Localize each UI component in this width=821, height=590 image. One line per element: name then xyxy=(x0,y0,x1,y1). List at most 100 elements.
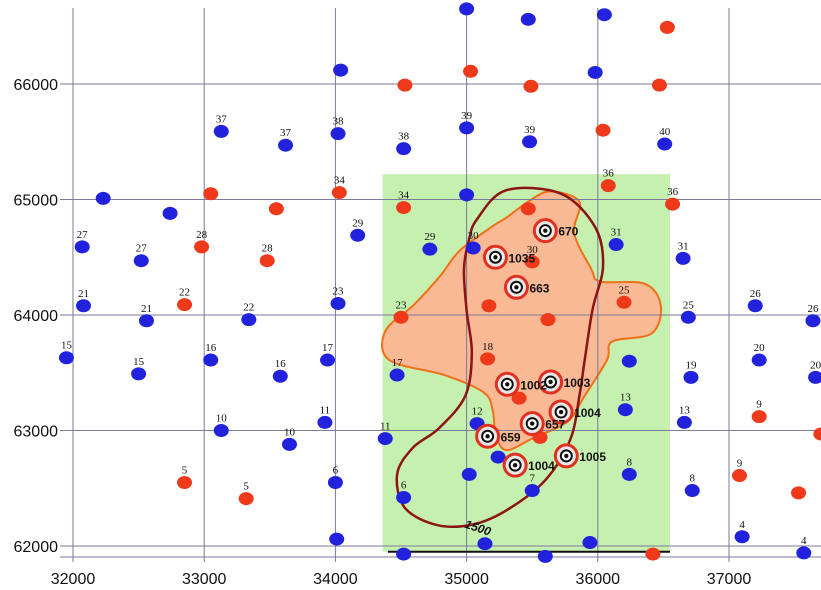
blue-well xyxy=(278,138,294,152)
blue-well-label: 16 xyxy=(205,342,217,354)
red-well xyxy=(520,202,536,216)
blue-well xyxy=(459,188,475,202)
blue-well xyxy=(320,353,336,367)
blue-well xyxy=(587,65,603,79)
blue-well-label: 39 xyxy=(461,110,473,122)
red-well xyxy=(259,254,275,268)
blue-well-label: 27 xyxy=(136,243,148,255)
blue-well xyxy=(459,121,475,135)
red-well-label: 25 xyxy=(619,284,631,296)
red-well-label: 28 xyxy=(262,243,274,255)
blue-well xyxy=(808,370,821,384)
red-well xyxy=(791,486,807,500)
red-well xyxy=(651,78,667,92)
target-well-label: 1004 xyxy=(574,406,601,420)
blue-well xyxy=(131,367,147,381)
blue-well-label: 26 xyxy=(750,288,762,300)
target-well-center xyxy=(558,409,564,415)
red-well xyxy=(645,547,661,561)
blue-well xyxy=(734,530,750,544)
red-well-label: 23 xyxy=(396,299,408,311)
y-tick-label: 62000 xyxy=(14,539,59,556)
blue-well-label: 6 xyxy=(333,464,339,476)
red-well xyxy=(595,123,611,137)
blue-well-label: 21 xyxy=(78,288,89,300)
target-well-label: 1035 xyxy=(508,251,535,265)
blue-well xyxy=(133,254,149,268)
blue-well-label: 37 xyxy=(216,113,228,125)
blue-well xyxy=(465,241,481,255)
x-tick-label: 34000 xyxy=(313,571,358,588)
blue-well-label: 13 xyxy=(679,404,691,416)
target-well-label: 659 xyxy=(501,430,521,444)
red-well xyxy=(268,202,284,216)
well-labels-layer: 27 21 15 27 21 15 16 10 37 22 16 37 10 11 17 23 38 6 29 11 1… xyxy=(61,110,821,547)
blue-well xyxy=(796,546,812,560)
blue-well-label: 8 xyxy=(690,473,696,485)
red-well-label: 30 xyxy=(527,244,539,256)
blue-well-label: 10 xyxy=(216,413,228,425)
blue-well xyxy=(680,310,696,324)
blue-well xyxy=(213,424,229,437)
target-well-center xyxy=(543,228,548,233)
blue-well-label: 37 xyxy=(280,127,292,139)
target-well-center xyxy=(548,379,553,385)
blue-well xyxy=(524,484,540,498)
x-tick-label: 35000 xyxy=(444,571,489,588)
blue-well-label: 26 xyxy=(807,303,819,315)
red-well xyxy=(393,310,409,324)
contour-1500 xyxy=(395,186,605,529)
red-well-label: 34 xyxy=(334,175,346,187)
blue-well xyxy=(461,467,477,481)
target-well-center xyxy=(514,285,519,290)
blue-well-label: 10 xyxy=(284,426,296,438)
blue-well-label: 13 xyxy=(620,392,632,404)
red-well xyxy=(194,240,210,254)
blue-well xyxy=(281,437,297,451)
blue-well xyxy=(389,368,405,382)
blue-well xyxy=(537,549,553,563)
blue-well xyxy=(396,547,412,561)
blue-well-label: 31 xyxy=(611,227,622,239)
blue-well xyxy=(396,490,412,504)
red-well xyxy=(511,391,527,405)
blue-well xyxy=(520,12,536,26)
blue-well-label: 38 xyxy=(398,131,410,143)
blue-well xyxy=(333,63,349,77)
blue-well xyxy=(75,299,91,313)
red-well xyxy=(480,352,496,366)
target-well-label: 1002 xyxy=(520,378,547,392)
blue-well xyxy=(203,353,219,367)
red-well xyxy=(616,295,632,309)
blue-well-label: 19 xyxy=(685,359,697,371)
blue-well xyxy=(396,142,412,156)
blue-well-label: 20 xyxy=(810,359,821,371)
blue-well-label: 27 xyxy=(77,229,89,241)
blue-well xyxy=(241,313,257,327)
blue-well xyxy=(522,135,538,149)
blue-well-label: 17 xyxy=(392,357,404,369)
blue-well xyxy=(213,124,229,138)
blue-well-label: 38 xyxy=(333,116,345,128)
blue-well-label: 29 xyxy=(424,231,436,243)
x-tick-label: 37000 xyxy=(707,571,752,588)
blue-well xyxy=(657,137,673,151)
red-well xyxy=(397,78,413,92)
target-well-label: 1004 xyxy=(528,459,555,473)
red-well-label: 9 xyxy=(737,458,743,470)
red-well xyxy=(523,79,539,93)
red-well xyxy=(203,187,219,201)
red-well xyxy=(177,298,193,312)
red-well xyxy=(524,255,540,269)
blue-well xyxy=(422,242,438,256)
blue-well-label: 7 xyxy=(529,473,535,485)
blue-well-label: 15 xyxy=(133,356,145,368)
y-tick-label: 66000 xyxy=(14,77,59,94)
x-tick-label: 36000 xyxy=(576,571,621,588)
blue-well xyxy=(138,314,154,328)
y-tick-label: 63000 xyxy=(14,424,59,441)
y-tick-label: 64000 xyxy=(14,308,59,325)
red-well-label: 5 xyxy=(182,464,188,476)
blue-well-label: 20 xyxy=(754,342,766,354)
